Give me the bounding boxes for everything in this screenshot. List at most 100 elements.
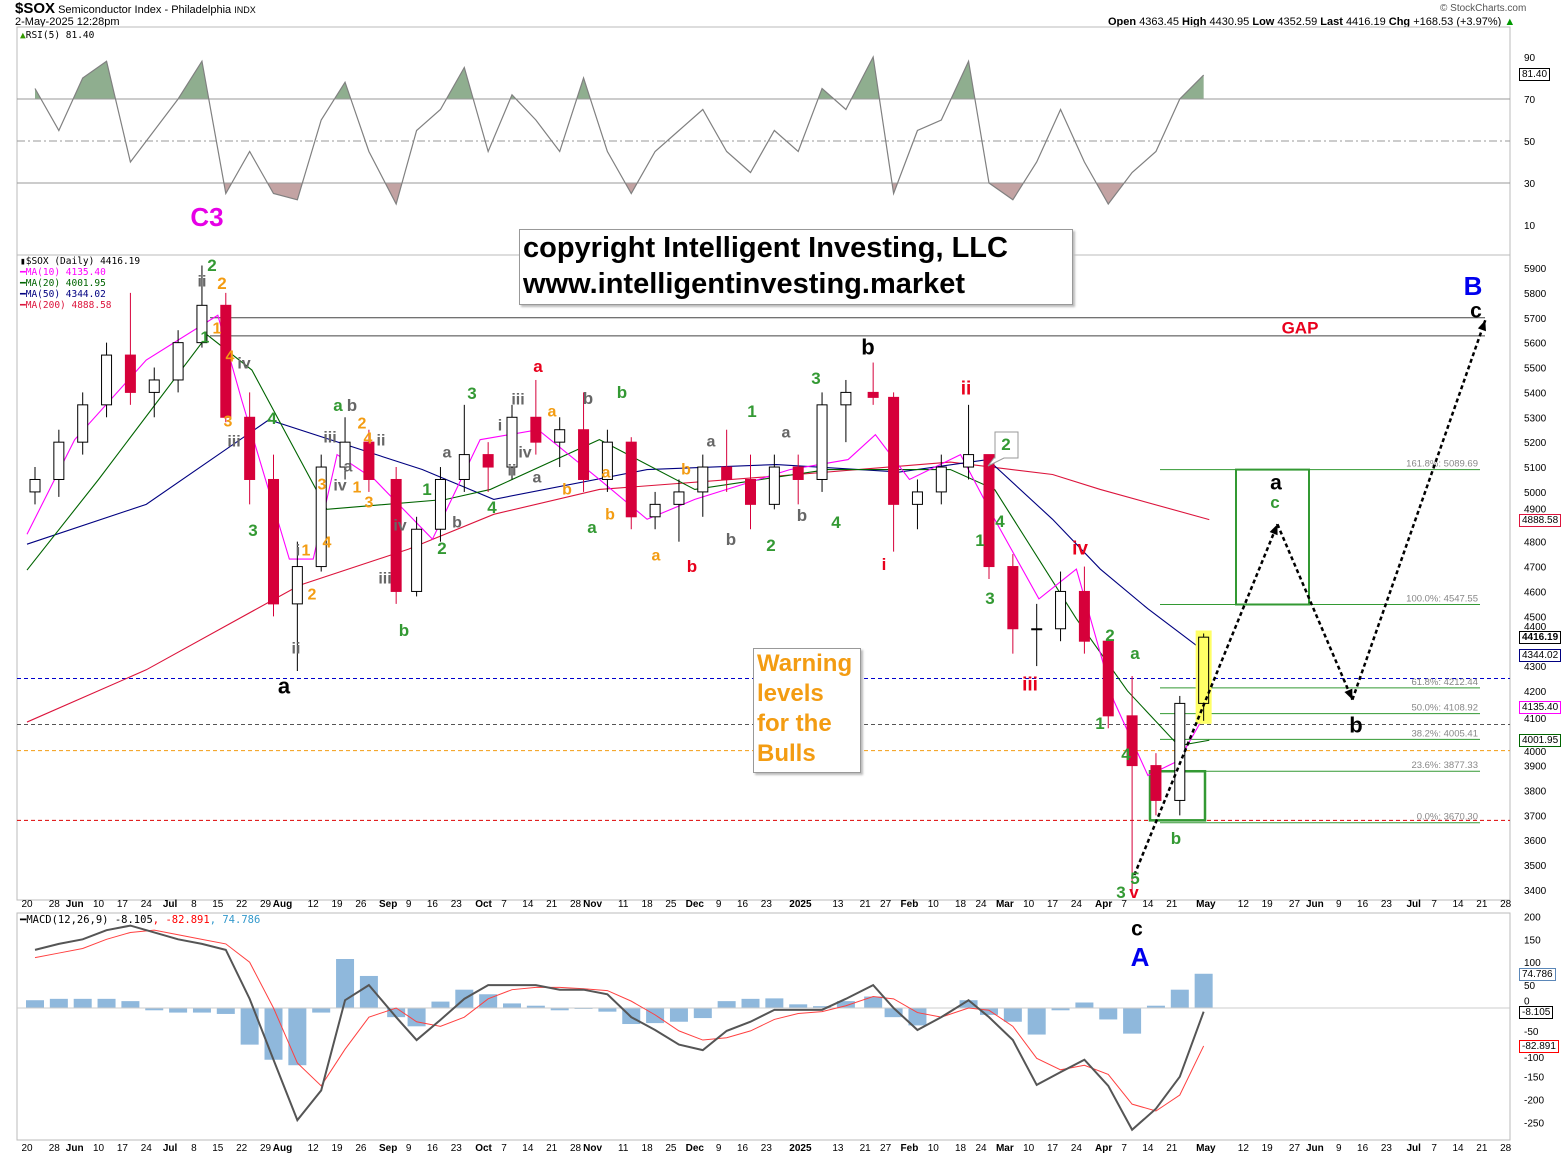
target-box bbox=[1235, 468, 1310, 606]
candle bbox=[1102, 640, 1114, 717]
macd-histogram-bar bbox=[1146, 1005, 1165, 1008]
wave-label: v bbox=[1129, 883, 1139, 902]
open-label: Open bbox=[1108, 16, 1137, 28]
wave-label: 1 bbox=[201, 330, 210, 347]
wave-label: 3 bbox=[248, 521, 257, 540]
candle bbox=[888, 396, 900, 505]
x-tick-label: 28 bbox=[570, 899, 582, 910]
candle bbox=[411, 528, 423, 592]
x-tick-label: 28 bbox=[1500, 1143, 1512, 1154]
callout-box bbox=[987, 431, 1019, 467]
wave-label: 2 bbox=[217, 274, 226, 293]
macd-hist-value: 74.786 bbox=[222, 914, 261, 926]
wave-label: 2 bbox=[766, 536, 775, 555]
x-tick-label: May bbox=[1196, 899, 1216, 910]
candle bbox=[625, 441, 637, 518]
fib-label: 161.8%: 5089.69 bbox=[1406, 459, 1478, 470]
x-tick-label: 14 bbox=[1142, 1143, 1154, 1154]
x-tick-label: Nov bbox=[583, 899, 602, 910]
x-tick-label: May bbox=[1196, 1143, 1216, 1154]
wave-label: 2 bbox=[437, 539, 446, 558]
x-tick-label: 21 bbox=[860, 1143, 872, 1154]
candle bbox=[745, 478, 756, 505]
macd-histogram-bar bbox=[717, 1001, 736, 1008]
wave-label: 3 bbox=[985, 589, 994, 608]
fib-label: 38.2%: 4005.41 bbox=[1411, 728, 1478, 739]
x-tick-label: 9 bbox=[1336, 899, 1342, 910]
macd-histogram-bar bbox=[336, 959, 355, 1008]
ma10-swatch: ━ bbox=[20, 267, 26, 278]
high-value: 4430.95 bbox=[1209, 16, 1250, 28]
candle-icon: ▮ bbox=[20, 256, 26, 267]
x-tick-label: 15 bbox=[212, 1143, 224, 1154]
wave-label: i bbox=[498, 418, 502, 435]
macd-histogram-bar bbox=[980, 1008, 998, 1015]
wave-label: iv bbox=[1072, 539, 1088, 560]
x-tick-label: 23 bbox=[1381, 899, 1393, 910]
x-tick-label: 14 bbox=[1142, 899, 1154, 910]
wave-label: b bbox=[1171, 829, 1181, 848]
rsi-icon: ▲ bbox=[20, 30, 26, 41]
candle bbox=[1055, 590, 1067, 630]
wave-label: 4 bbox=[323, 535, 332, 552]
wave-label: a bbox=[587, 518, 597, 537]
candle bbox=[554, 429, 566, 443]
index-name: Semiconductor Index - Philadelphia bbox=[58, 4, 232, 16]
x-tick-label: 7 bbox=[1121, 1143, 1127, 1154]
x-tick-label: 21 bbox=[1476, 899, 1488, 910]
macd-legend: ━MACD(12,26,9) -8.105, -82.891, 74.786 bbox=[20, 914, 261, 926]
x-tick-label: 21 bbox=[546, 1143, 558, 1154]
price-tick-label: 5600 bbox=[1524, 339, 1547, 350]
stockcharts-brand: © StockCharts.com bbox=[1440, 3, 1527, 14]
wave-label: 4 bbox=[831, 513, 841, 532]
wave-label: a bbox=[1130, 644, 1140, 663]
x-tick-label: 17 bbox=[1047, 899, 1059, 910]
macd-histogram-bar bbox=[431, 1001, 450, 1008]
macd-histogram-bar bbox=[693, 1008, 712, 1019]
fib-label: 100.0%: 4547.55 bbox=[1406, 593, 1478, 604]
x-tick-label: 11 bbox=[618, 899, 629, 910]
last-value: 4416.19 bbox=[1345, 16, 1386, 28]
x-tick-label: 16 bbox=[427, 1143, 439, 1154]
x-tick-label: 8 bbox=[191, 1143, 197, 1154]
x-tick-label: 28 bbox=[49, 1143, 61, 1154]
x-tick-label: 21 bbox=[546, 899, 558, 910]
rsi-tick-label: 10 bbox=[1524, 221, 1536, 232]
candle bbox=[77, 404, 89, 443]
x-tick-label: 8 bbox=[191, 899, 197, 910]
candle bbox=[768, 466, 780, 505]
x-tick-label: 2025 bbox=[789, 899, 812, 910]
price-last-tag: 4344.02 bbox=[1519, 649, 1562, 663]
macd-tick-label: -250 bbox=[1524, 1118, 1544, 1129]
wave-label: a bbox=[652, 548, 661, 565]
x-tick-label: 7 bbox=[1431, 1143, 1437, 1154]
candle bbox=[1150, 765, 1162, 801]
candle bbox=[506, 416, 518, 468]
candle bbox=[268, 478, 279, 605]
ma200-legend: MA(200) 4888.58 bbox=[25, 300, 112, 311]
x-tick-label: 22 bbox=[236, 1143, 248, 1154]
x-tick-label: 28 bbox=[570, 1143, 582, 1154]
candle bbox=[315, 466, 327, 568]
x-tick-label: Sep bbox=[379, 1143, 397, 1154]
ma20-swatch: ━ bbox=[20, 278, 26, 289]
x-tick-label: 16 bbox=[1357, 1143, 1369, 1154]
price-tick-label: 3800 bbox=[1524, 786, 1547, 797]
x-tick-label: 27 bbox=[880, 899, 892, 910]
x-tick-label: 23 bbox=[1381, 1143, 1393, 1154]
x-tick-label: 10 bbox=[928, 899, 940, 910]
x-tick-label: 21 bbox=[1166, 1143, 1178, 1154]
wave-label: b bbox=[797, 506, 807, 525]
wave-label: A bbox=[1131, 942, 1150, 972]
x-tick-label: 22 bbox=[236, 899, 248, 910]
x-tick-label: 13 bbox=[832, 899, 844, 910]
x-tick-label: Mar bbox=[996, 1143, 1014, 1154]
x-tick-label: 15 bbox=[212, 899, 224, 910]
price-tick-label: 4400 bbox=[1524, 622, 1547, 633]
low-label: Low bbox=[1252, 16, 1275, 28]
projection-line bbox=[1276, 523, 1354, 701]
chart-datetime: 2-May-2025 12:28pm bbox=[15, 16, 120, 28]
wave-label: iii bbox=[323, 430, 336, 447]
candle bbox=[578, 429, 590, 480]
copyright-text: copyright Intelligent Investing, LLC bbox=[523, 232, 1008, 264]
